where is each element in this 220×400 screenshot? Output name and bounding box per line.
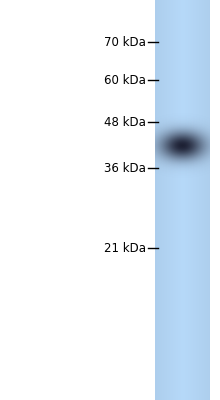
Text: 70 kDa: 70 kDa (104, 36, 146, 48)
Text: 48 kDa: 48 kDa (104, 116, 146, 128)
Text: 60 kDa: 60 kDa (104, 74, 146, 86)
Text: 36 kDa: 36 kDa (104, 162, 146, 174)
Text: 21 kDa: 21 kDa (104, 242, 146, 254)
